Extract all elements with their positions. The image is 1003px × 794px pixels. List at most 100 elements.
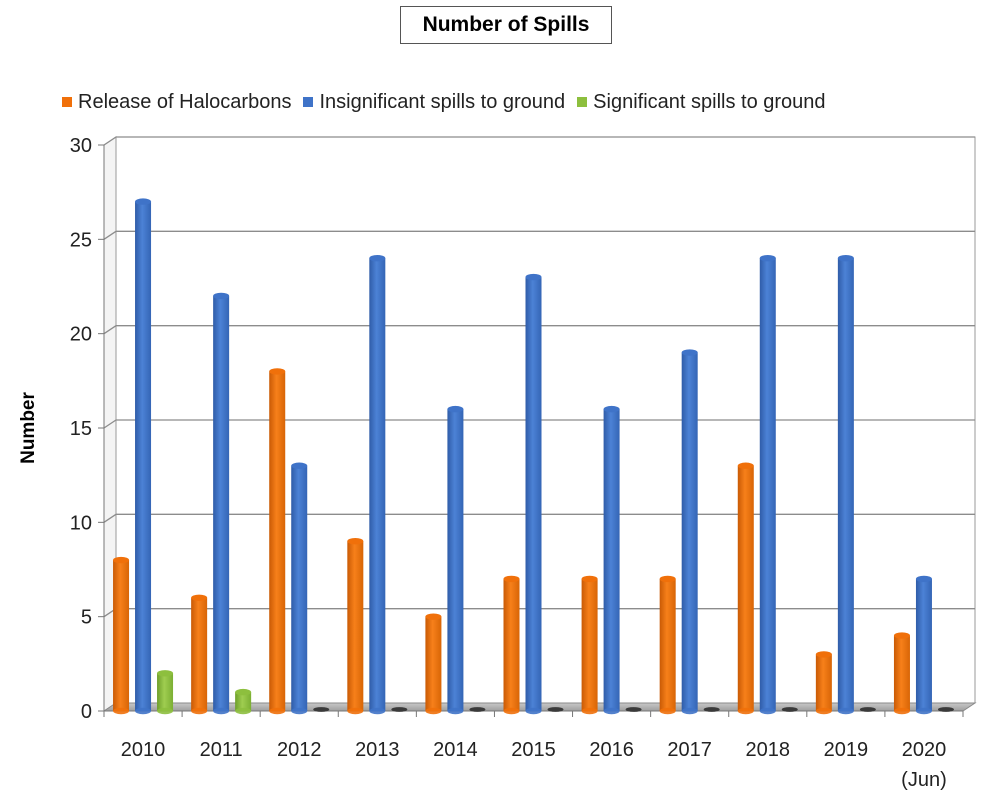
bar-body [269, 371, 286, 711]
bar [369, 255, 386, 715]
bar-body [113, 560, 130, 711]
bar-base [837, 707, 854, 715]
x-tick-label: 2019 [824, 739, 869, 761]
bar-body [235, 692, 252, 711]
bar-body [681, 352, 698, 711]
bar-body [837, 258, 854, 711]
bar-top [525, 273, 542, 281]
bar-base [781, 707, 798, 712]
bar-top [291, 462, 308, 469]
bar-body [347, 541, 364, 711]
x-tick-label: 2016 [589, 739, 634, 761]
bar [503, 575, 520, 715]
chart-title: Number of Spills [400, 6, 612, 44]
x-tick-label: 2010 [121, 739, 166, 761]
x-tick-label: 2012 [277, 739, 322, 761]
bar-body [425, 616, 442, 711]
bar-body [191, 597, 208, 711]
bar-base [815, 707, 832, 715]
legend-swatch-halocarbons [62, 97, 72, 107]
bar [447, 405, 464, 715]
bar-base [113, 707, 130, 715]
bar-base [859, 707, 876, 712]
bar-top [681, 349, 698, 356]
bar-body [603, 409, 620, 711]
bar [681, 349, 698, 715]
bar-top [447, 405, 464, 413]
bar-top [659, 575, 676, 583]
bar-top [191, 594, 208, 601]
bar-body [157, 673, 174, 711]
bar-base [469, 707, 486, 712]
y-tick-label: 25 [70, 229, 92, 251]
bar-top [915, 575, 932, 583]
bar-base [625, 707, 642, 712]
bar-base [269, 707, 286, 715]
bar [425, 613, 442, 715]
y-tick-label: 15 [70, 418, 92, 440]
bar-base [915, 707, 932, 715]
bar-base [235, 707, 252, 715]
bar [737, 462, 754, 715]
bar-top [213, 292, 230, 300]
bar-top [157, 670, 174, 677]
legend-item-halocarbons: Release of Halocarbons [62, 91, 291, 114]
bar-base [347, 707, 364, 715]
bar [893, 632, 910, 715]
bar [391, 707, 408, 712]
y-tick-label: 10 [70, 512, 92, 534]
bar-top [737, 462, 754, 469]
bar-top [893, 632, 910, 639]
bar-base [391, 707, 408, 712]
bar-body [815, 654, 832, 711]
bar-base [525, 707, 542, 715]
bar [859, 707, 876, 712]
legend-swatch-significant [577, 97, 588, 107]
bar-base [681, 707, 698, 715]
bar-body [759, 258, 776, 711]
bar-top [235, 688, 252, 696]
bar-base [581, 707, 598, 715]
x-tick-label: 2011 [200, 739, 243, 761]
tick-labels: 0 5 10 15 20 25 30 Number 2010 2011 2012 2013 2014 20… [18, 135, 947, 791]
bar-base [369, 707, 386, 715]
bar [815, 651, 832, 715]
bar-top [269, 368, 286, 375]
bar-top [369, 255, 386, 262]
bar-top [503, 575, 520, 583]
bar-top [581, 575, 598, 583]
legend-label-insignificant: Insignificant spills to ground [319, 90, 566, 113]
bar [313, 707, 330, 712]
bar-top [347, 538, 364, 545]
bar-base [893, 707, 910, 715]
x-tick-label: 2020 [902, 739, 947, 761]
legend-item-insignificant: Insignificant spills to ground [303, 91, 565, 114]
legend-swatch-insignificant [303, 97, 314, 107]
bar-base [291, 707, 308, 715]
bar-base [157, 707, 174, 715]
bar-body [659, 578, 676, 711]
bar [213, 292, 230, 715]
bar-top [837, 255, 854, 262]
bar [157, 670, 174, 715]
y-tick-label: 0 [81, 701, 92, 723]
bar-base [447, 707, 464, 715]
bar-base [703, 707, 720, 712]
bar-top [425, 613, 442, 620]
bar [625, 707, 642, 712]
bar-body [503, 578, 520, 711]
bar-body [369, 258, 386, 711]
bar [113, 556, 130, 715]
bar [525, 273, 542, 715]
legend: Release of Halocarbons Insignificant spi… [62, 89, 838, 115]
bar [347, 538, 364, 715]
bar [469, 707, 486, 712]
bar-base [135, 707, 152, 715]
legend-label-halocarbons: Release of Halocarbons [78, 90, 292, 113]
bar-base [659, 707, 676, 715]
bar-base [425, 707, 442, 715]
bar-top [603, 405, 620, 413]
bar [547, 707, 564, 712]
bar [235, 688, 252, 715]
